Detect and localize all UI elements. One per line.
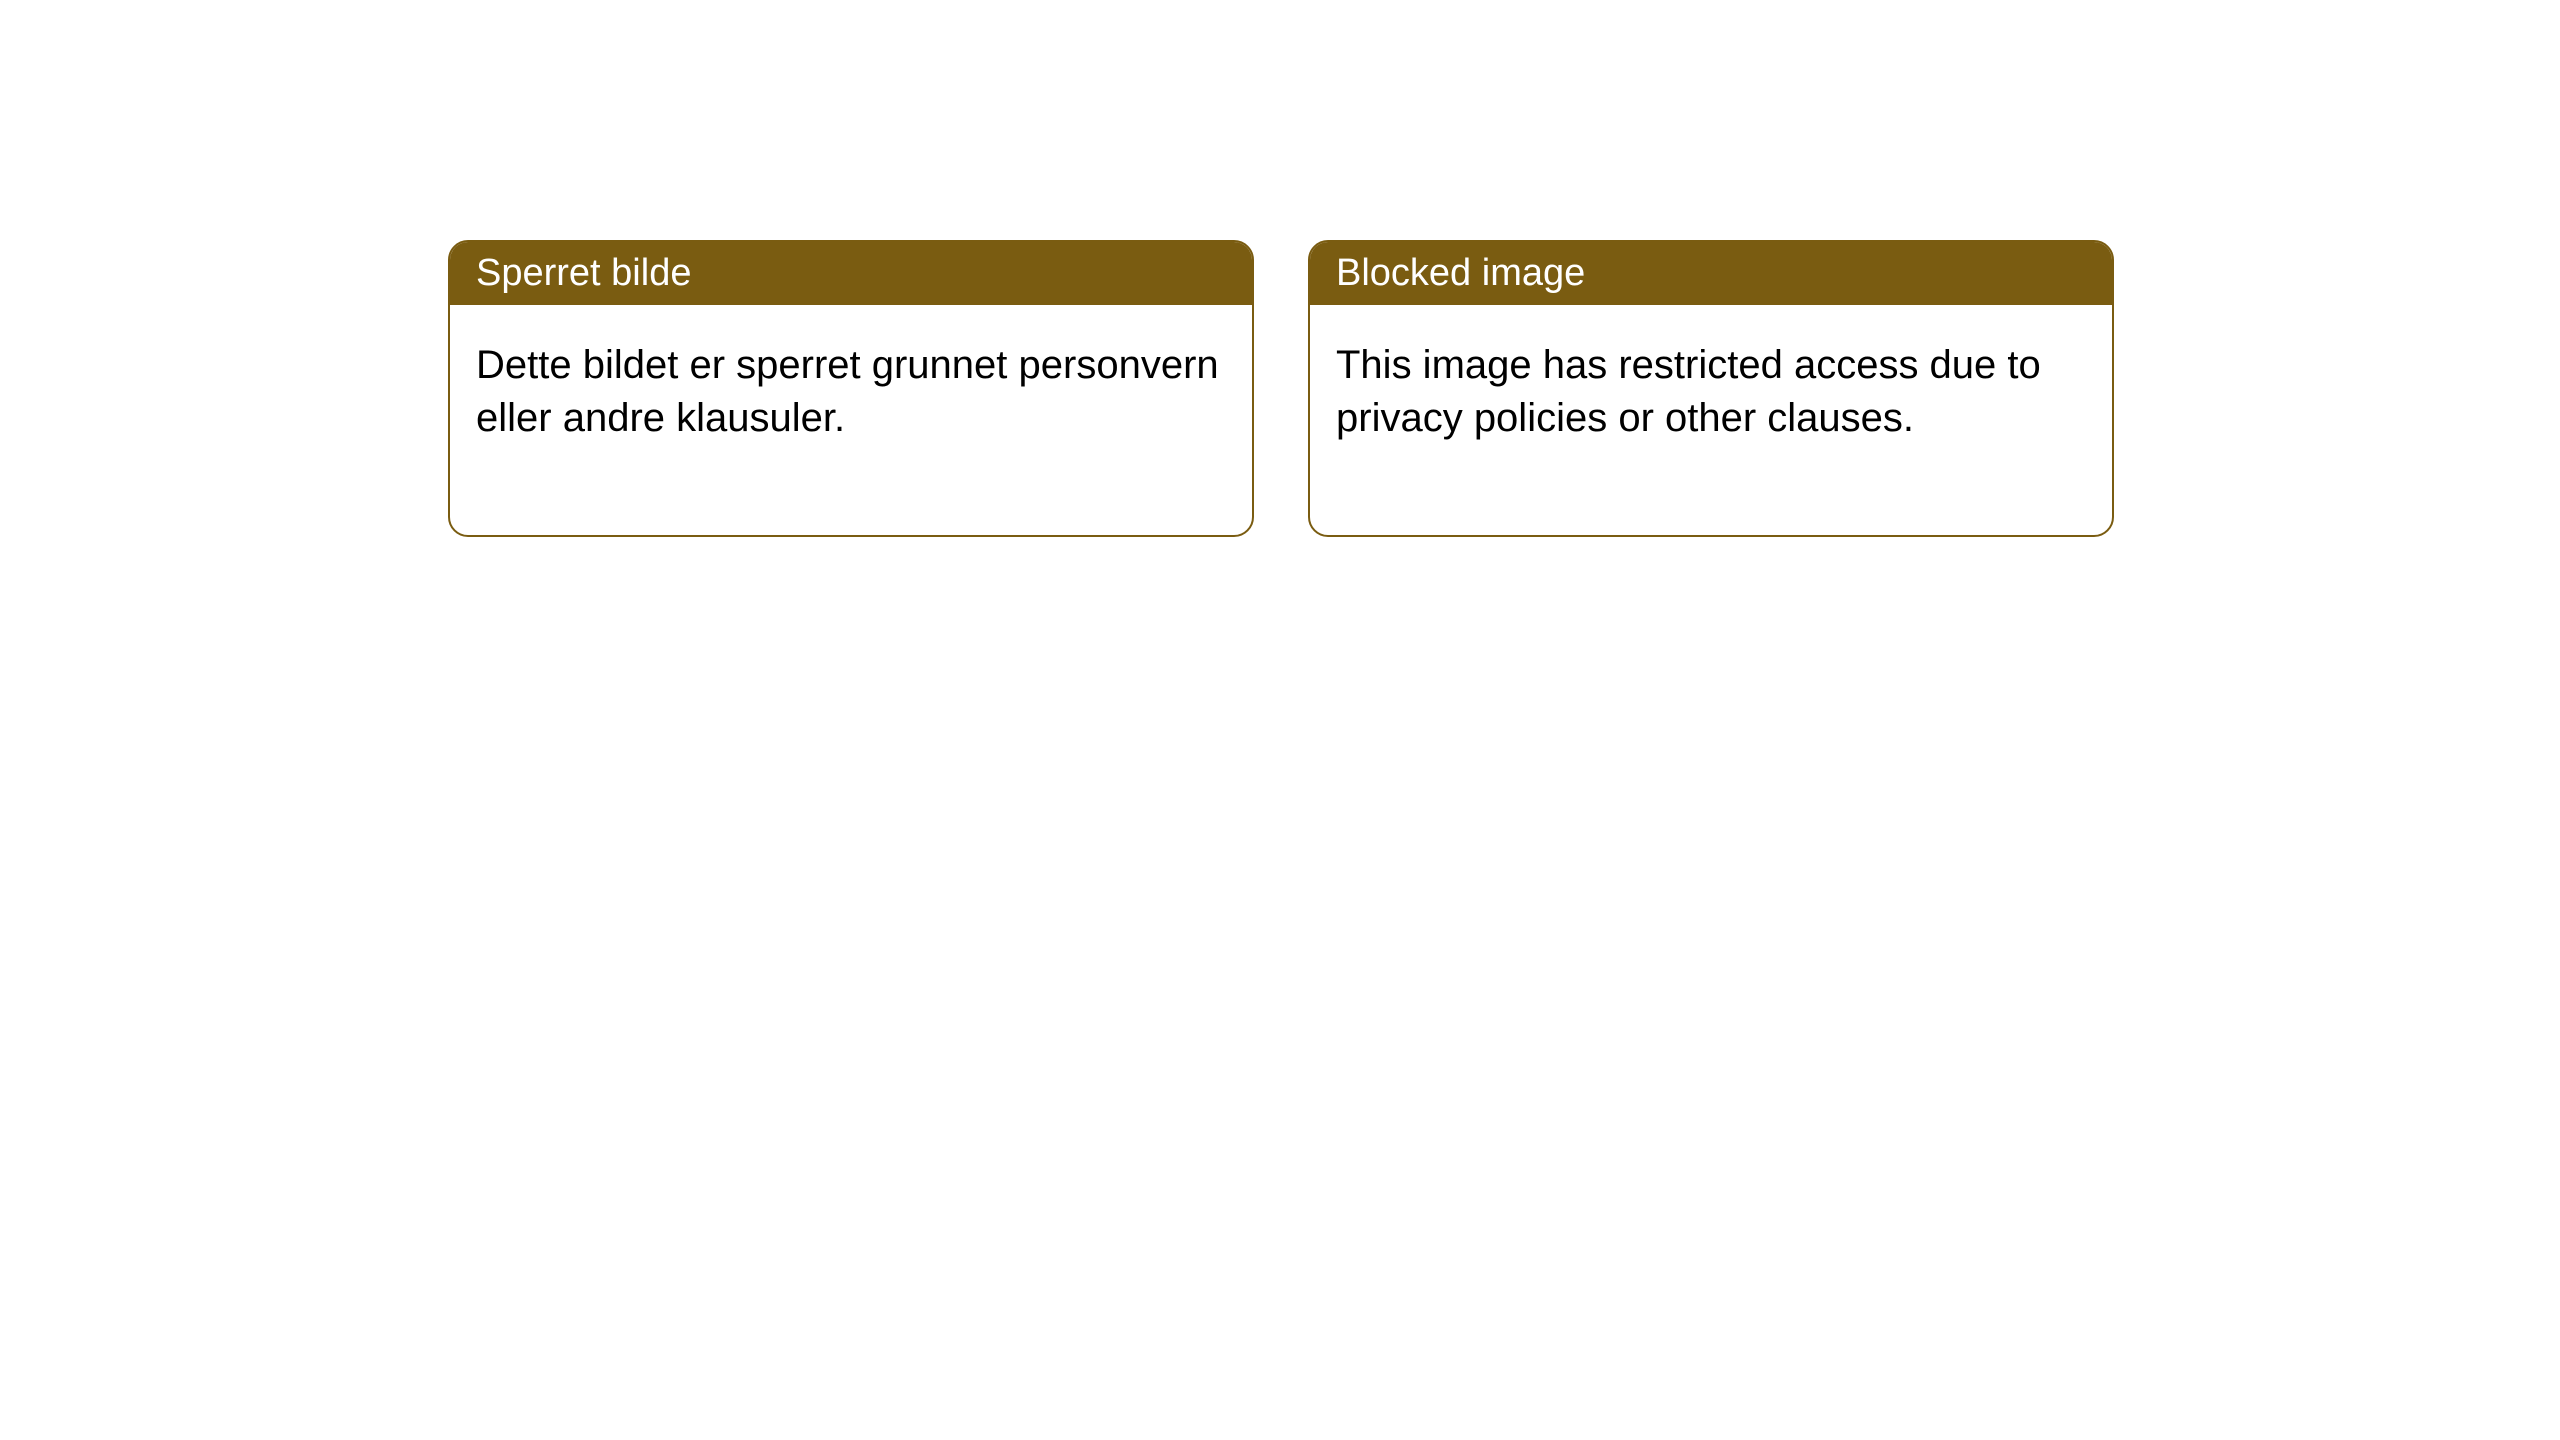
notice-body: This image has restricted access due to … xyxy=(1310,305,2112,535)
notice-header: Sperret bilde xyxy=(450,242,1252,305)
notice-container: Sperret bilde Dette bildet er sperret gr… xyxy=(448,240,2114,537)
notice-header: Blocked image xyxy=(1310,242,2112,305)
notice-body: Dette bildet er sperret grunnet personve… xyxy=(450,305,1252,535)
notice-card-norwegian: Sperret bilde Dette bildet er sperret gr… xyxy=(448,240,1254,537)
notice-card-english: Blocked image This image has restricted … xyxy=(1308,240,2114,537)
